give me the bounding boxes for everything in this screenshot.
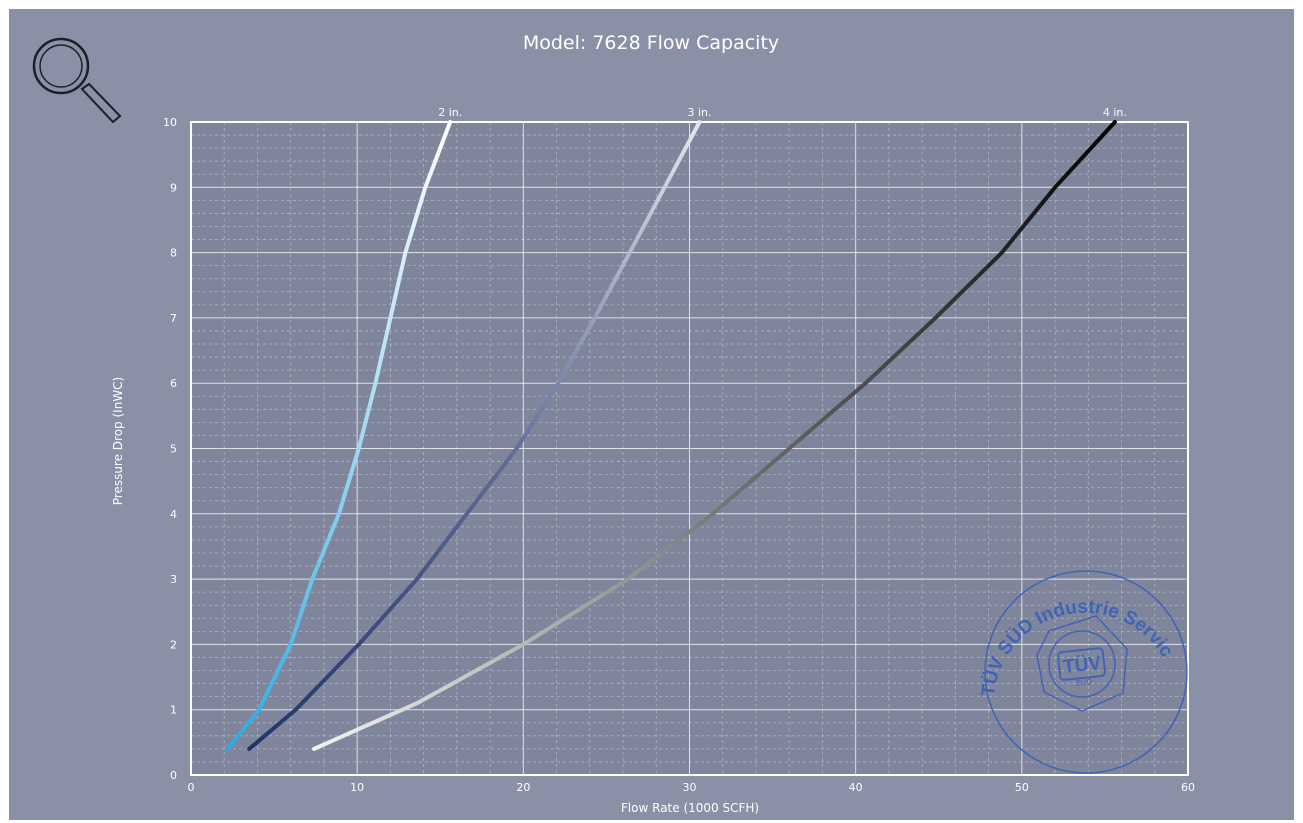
series-line xyxy=(225,120,453,751)
y-tick-label: 1 xyxy=(170,704,177,717)
y-tick-label: 0 xyxy=(170,769,177,782)
x-tick-label: 50 xyxy=(1015,781,1029,794)
magnifier-lens-inner xyxy=(39,44,83,88)
y-tick-label: 7 xyxy=(170,312,177,325)
x-tick-label: 20 xyxy=(516,781,530,794)
y-tick-label: 5 xyxy=(170,443,177,456)
series-label: 4 in. xyxy=(1103,106,1127,119)
major-gridlines xyxy=(190,121,1189,776)
y-tick-label: 9 xyxy=(170,181,177,194)
y-tick-label: 3 xyxy=(170,573,177,586)
x-tick-label: 60 xyxy=(1181,781,1195,794)
series-line xyxy=(247,120,702,751)
y-tick-label: 6 xyxy=(170,377,177,390)
series-line xyxy=(312,120,1117,751)
stamp-logo-bottom: SÜD xyxy=(1075,677,1093,688)
stamp-inner-ring xyxy=(1048,630,1116,698)
chart-panel: Model: 7628 Flow Capacity 0 10 20 30 40 50 60 … xyxy=(9,9,1294,820)
y-tick-label: 8 xyxy=(170,247,177,260)
plot-frame xyxy=(190,121,1189,776)
flow-capacity-chart: Model: 7628 Flow Capacity 0 10 20 30 40 50 60 … xyxy=(9,9,1196,815)
stamp-outer-ring xyxy=(984,570,1188,774)
magnifier-lens-outer xyxy=(32,37,90,95)
stamp-octagon xyxy=(1036,615,1128,712)
y-tick-label: 10 xyxy=(163,116,177,129)
series-label: 2 in. xyxy=(438,106,462,119)
y-tick-label: 2 xyxy=(170,638,177,651)
x-tick-label: 30 xyxy=(683,781,697,794)
series-layer: 2 in. 3 in. 4 in. xyxy=(225,106,1127,751)
x-axis-label: Flow Rate (1000 SCFH) xyxy=(621,801,759,815)
x-tick-label: 0 xyxy=(188,781,195,794)
x-tick-label: 10 xyxy=(350,781,364,794)
stamp-logo-top: TÜV xyxy=(1062,653,1102,678)
y-axis-ticks: 0 1 2 3 4 5 6 7 8 9 10 xyxy=(163,116,177,782)
y-axis-label: Pressure Drop (InWC) xyxy=(111,377,125,506)
x-tick-label: 40 xyxy=(849,781,863,794)
magnifier-handle xyxy=(80,82,122,124)
x-axis-ticks: 0 10 20 30 40 50 60 xyxy=(188,781,1196,794)
magnifier-icon[interactable] xyxy=(32,37,122,124)
y-tick-label: 4 xyxy=(170,508,177,521)
chart-title: Model: 7628 Flow Capacity xyxy=(523,32,779,54)
series-label: 3 in. xyxy=(687,106,711,119)
stamp-logo-box xyxy=(1057,647,1106,681)
